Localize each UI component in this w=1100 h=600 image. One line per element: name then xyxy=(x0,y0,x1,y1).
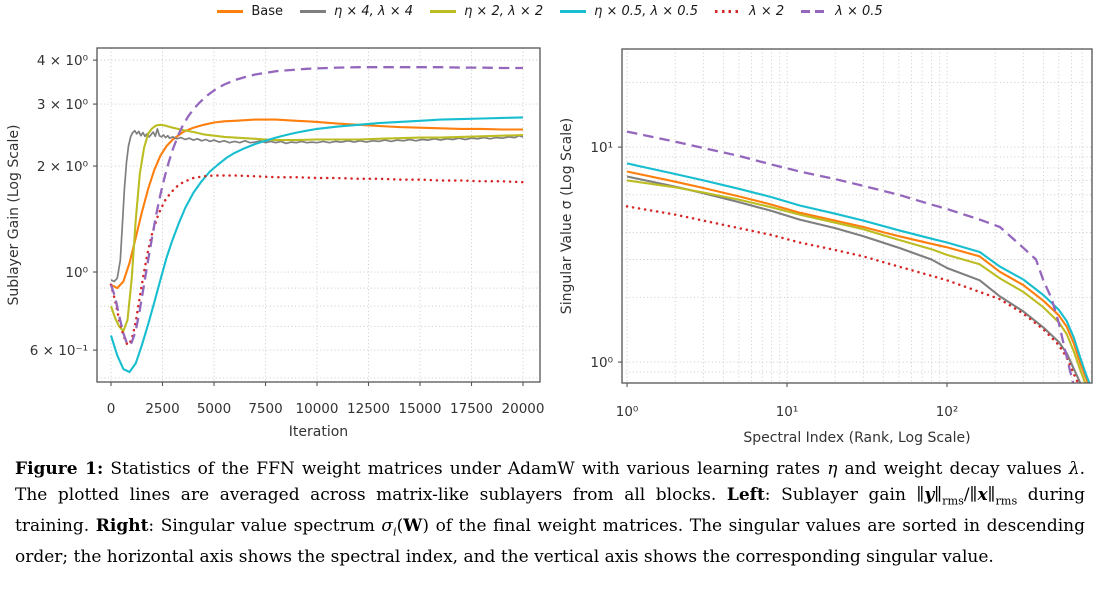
y-tick-label: 10¹ xyxy=(590,140,613,156)
x-tick-label: 10² xyxy=(936,404,959,420)
caption-segment: : Sublayer gain xyxy=(764,484,917,505)
series-line-Base xyxy=(626,170,1090,383)
series-line-eta05-lambda05 xyxy=(109,116,524,374)
legend-swatch-solid-line xyxy=(430,10,457,13)
plot-border xyxy=(96,47,541,383)
y-tick-label: 2 × 10⁰ xyxy=(37,159,88,175)
caption-segment: ∥ xyxy=(934,484,943,505)
caption-segment: of the final weight matrices. The singul… xyxy=(15,515,1085,568)
legend-item: η × 0.5, λ × 0.5 xyxy=(560,4,698,19)
caption-segment: ( xyxy=(396,515,404,536)
caption-segment: i xyxy=(393,525,397,539)
series-line-eta2-lambda2 xyxy=(110,123,524,333)
caption-segment: and weight decay values xyxy=(837,459,1069,479)
caption-segment: Left xyxy=(726,484,765,505)
legend-label: η × 0.5, λ × 0.5 xyxy=(594,4,698,19)
y-tick-label: 4 × 10⁰ xyxy=(37,53,88,69)
legend-item: λ × 2 xyxy=(715,4,784,19)
series-line-lambda05 xyxy=(109,66,523,347)
caption-segment: σ xyxy=(381,515,394,536)
caption-segment: during training. xyxy=(15,484,1085,536)
x-tick-label: 15000 xyxy=(399,401,442,417)
legend-item: λ × 0.5 xyxy=(801,4,883,19)
plot-legend: Base η × 4, λ × 4 η × 2, λ × 2 η × 0.5, λ ×… xyxy=(0,4,1100,19)
x-tick-label: 7500 xyxy=(248,401,282,417)
caption-segment: W xyxy=(403,515,423,536)
y-axis-label: Sublayer Gain (Log Scale) xyxy=(6,125,22,306)
legend-label: λ × 0.5 xyxy=(835,4,883,19)
x-tick-label: 2500 xyxy=(145,401,179,417)
series-line-Base xyxy=(110,118,523,290)
x-axis-label: Spectral Index (Rank, Log Scale) xyxy=(743,430,970,446)
series-line-eta2-lambda2 xyxy=(626,179,1087,383)
caption-segment: y xyxy=(924,484,935,505)
y-axis-label: Singular Value σ (Log Scale) xyxy=(559,118,575,314)
y-tick-label: 6 × 10⁻¹ xyxy=(30,343,88,359)
legend-label: λ × 2 xyxy=(749,4,785,19)
legend-label: η × 4, λ × 4 xyxy=(334,4,414,19)
caption-segment: /∥ xyxy=(963,484,978,505)
caption-segment: ∥ xyxy=(916,484,925,505)
caption-segment: Figure 1: xyxy=(15,459,104,479)
x-tick-label: 12500 xyxy=(347,401,390,417)
x-tick-label: 20000 xyxy=(502,401,545,417)
caption-segment: η xyxy=(827,459,838,479)
y-tick-label: 10⁰ xyxy=(65,265,88,281)
legend-swatch-dashed-line xyxy=(801,10,828,13)
plot-border xyxy=(621,48,1093,384)
legend-label: η × 2, λ × 2 xyxy=(464,4,544,19)
legend-item: Base xyxy=(217,4,283,19)
series-line-eta4-lambda4 xyxy=(626,175,1082,383)
legend-swatch-solid-line xyxy=(217,10,244,13)
caption-segment: rms xyxy=(995,494,1018,508)
legend-item: η × 2, λ × 2 xyxy=(430,4,543,19)
chart-singular-value-spectrum: 10⁰ 10¹ 10² 10⁰ 10¹ Spectral Index (Rank, Log… xyxy=(559,48,1093,446)
x-tick-label: 0 xyxy=(107,401,116,417)
legend-swatch-solid-line xyxy=(560,10,587,13)
x-tick-label: 17500 xyxy=(450,401,493,417)
series-line-eta05-lambda05 xyxy=(626,162,1091,383)
caption-segment: rms xyxy=(942,494,964,508)
caption-segment: : Singular value spectrum xyxy=(148,515,382,536)
caption-segment: ) xyxy=(422,515,429,536)
x-tick-label: 5000 xyxy=(197,401,231,417)
x-tick-label: 10000 xyxy=(296,401,339,417)
caption-segment: Right xyxy=(95,515,149,536)
x-axis-label: Iteration xyxy=(289,424,348,440)
caption-segment: Statistics of the FFN weight matrices un… xyxy=(103,459,828,479)
y-tick-label: 3 × 10⁰ xyxy=(37,97,88,113)
series-line-lambda05 xyxy=(626,130,1075,383)
legend-swatch-solid-line xyxy=(300,10,326,13)
x-tick-label: 10¹ xyxy=(776,404,799,420)
caption-segment: . The plotted lines are averaged across … xyxy=(15,459,1086,505)
plots-canvas: 0 2500 5000 7500 10000 12500 15000 17500 20000 6 … xyxy=(6,47,1093,446)
x-tick-label: 10⁰ xyxy=(616,404,639,420)
figure-caption: Figure 1: Statistics of the FFN weight m… xyxy=(15,457,1085,571)
series-line-eta4-lambda4 xyxy=(110,128,524,283)
legend-swatch-dotted-line xyxy=(715,10,741,13)
y-tick-label: 10⁰ xyxy=(590,355,613,371)
series-line-lambda2 xyxy=(109,174,525,347)
chart-sublayer-gain-during-training: 0 2500 5000 7500 10000 12500 15000 17500 20000 6 … xyxy=(6,47,545,440)
legend-item: η × 4, λ × 4 xyxy=(300,4,413,19)
legend-label: Base xyxy=(251,4,283,19)
caption-segment: λ xyxy=(1068,459,1080,479)
caption-segment: ∥ xyxy=(987,484,996,505)
caption-segment: x xyxy=(977,484,988,505)
